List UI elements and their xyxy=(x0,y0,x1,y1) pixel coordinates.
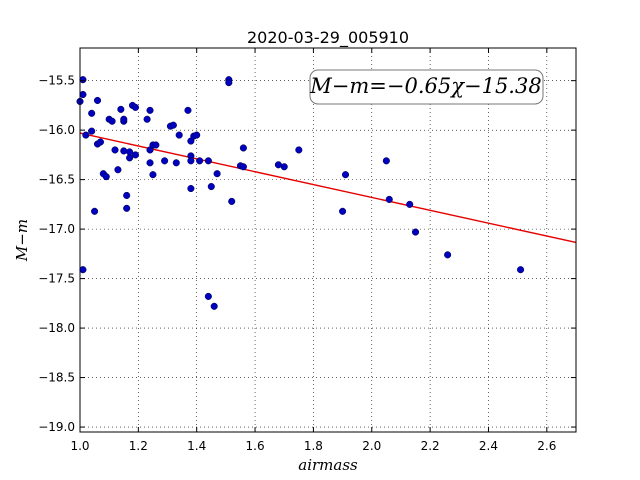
y-tick-label: −17.5 xyxy=(38,272,75,286)
y-tick-label: −19.0 xyxy=(38,420,75,434)
data-point xyxy=(131,151,139,159)
x-tick-label: 1.0 xyxy=(70,439,89,453)
x-tick-label: 1.2 xyxy=(129,439,148,453)
data-point xyxy=(82,131,90,139)
x-tick-label: 2.6 xyxy=(537,439,556,453)
data-point xyxy=(385,195,393,203)
data-point xyxy=(123,191,131,200)
data-point xyxy=(196,157,204,165)
data-point xyxy=(131,103,139,111)
data-point xyxy=(161,157,169,165)
data-points xyxy=(76,76,525,310)
fit-equation: M−m=−0.65χ−15.38 xyxy=(309,74,541,98)
data-point xyxy=(126,148,134,156)
y-tick-label: −18.0 xyxy=(38,321,75,335)
tick-labels: 1.0 1.2 1.4 1.6 1.8 2.0 2.2 2.4 2.6 −15.5 −16.0 −16… xyxy=(38,74,556,453)
data-point xyxy=(225,79,233,87)
x-axis-label: airmass xyxy=(298,456,358,474)
data-point xyxy=(207,183,215,191)
y-tick-label: −16.5 xyxy=(38,173,75,187)
annotation-box xyxy=(309,69,544,105)
data-point xyxy=(239,163,247,171)
data-point xyxy=(169,121,177,129)
data-point xyxy=(91,207,99,215)
data-point xyxy=(204,157,212,165)
y-tick-label: −16.0 xyxy=(38,123,75,137)
y-tick-label: −18.5 xyxy=(38,371,75,385)
x-tick-label: 2.0 xyxy=(362,439,381,453)
data-point xyxy=(411,228,420,236)
x-tick-label: 1.4 xyxy=(187,439,206,453)
data-point xyxy=(126,154,134,162)
data-point xyxy=(114,166,122,174)
data-point xyxy=(341,171,350,179)
data-point xyxy=(295,146,303,154)
data-point xyxy=(210,302,218,310)
data-point xyxy=(79,90,87,99)
grid-lines xyxy=(79,48,576,432)
data-point xyxy=(444,251,452,259)
data-point xyxy=(517,266,525,274)
x-tick-label: 1.6 xyxy=(246,439,265,453)
data-point xyxy=(187,157,195,165)
data-point xyxy=(382,157,390,165)
axis-ticks xyxy=(79,48,576,432)
data-point xyxy=(280,163,288,171)
chart-title: 2020-03-29_005910 xyxy=(247,28,409,48)
data-point xyxy=(204,292,212,300)
data-point xyxy=(120,147,128,155)
data-point xyxy=(187,184,195,193)
data-point xyxy=(88,109,96,117)
data-point xyxy=(143,115,151,123)
data-point xyxy=(184,106,192,114)
data-point xyxy=(88,127,96,135)
data-point xyxy=(152,141,160,149)
data-point xyxy=(111,146,119,154)
x-tick-label: 2.2 xyxy=(421,439,440,453)
data-point xyxy=(102,173,110,181)
x-tick-label: 1.8 xyxy=(304,439,323,453)
data-point xyxy=(406,200,414,208)
data-point xyxy=(172,159,180,167)
data-point xyxy=(239,144,247,152)
x-tick-label: 2.4 xyxy=(479,439,498,453)
data-point xyxy=(228,197,236,205)
data-point xyxy=(108,117,116,125)
data-point xyxy=(120,115,128,123)
data-point xyxy=(175,131,183,139)
fit-line-group xyxy=(79,132,577,244)
data-point xyxy=(117,105,125,113)
data-point xyxy=(79,266,87,274)
data-point xyxy=(79,76,87,84)
data-point xyxy=(93,96,102,105)
plot-frame xyxy=(79,47,577,433)
data-point xyxy=(123,204,131,212)
data-point xyxy=(339,207,347,215)
data-point xyxy=(193,131,201,139)
data-point xyxy=(149,171,157,179)
data-point xyxy=(146,159,154,167)
y-tick-label: −15.5 xyxy=(38,74,75,88)
data-point xyxy=(213,170,221,178)
fit-annotation: M−m=−0.65χ−15.38 xyxy=(309,69,544,105)
y-tick-label: −17.0 xyxy=(38,222,75,236)
fit-line xyxy=(79,132,577,244)
data-point xyxy=(146,106,154,114)
data-point xyxy=(96,138,104,146)
y-axis-label: M−m xyxy=(13,219,31,262)
